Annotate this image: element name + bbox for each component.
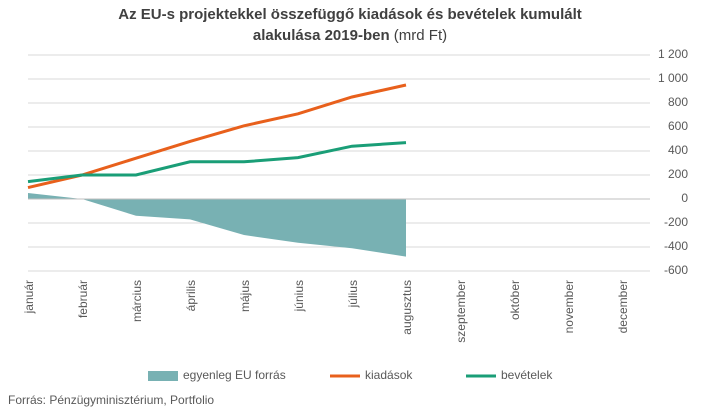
y-tick-label: 600	[668, 119, 688, 133]
x-tick-label: február	[76, 280, 90, 318]
x-tick-label: július	[346, 280, 360, 308]
legend-label: bevételek	[501, 368, 553, 382]
source: Forrás: Pénzügyminisztérium, Portfolio	[8, 393, 214, 407]
legend-label: egyenleg EU forrás	[183, 368, 286, 382]
y-tick-label: 1 000	[658, 71, 688, 85]
chart-subtitle: (mrd Ft)	[393, 27, 448, 44]
y-tick-label: 1 200	[658, 47, 688, 61]
y-tick-label: 400	[668, 143, 688, 157]
y-tick-label: -400	[664, 239, 688, 253]
x-tick-label: november	[562, 280, 576, 333]
x-tick-label: december	[616, 280, 630, 333]
y-tick-label: 800	[668, 95, 688, 109]
legend-label: kiadások	[365, 368, 413, 382]
y-tick-label: -600	[664, 263, 688, 277]
x-tick-label: augusztus	[400, 280, 414, 335]
y-tick-label: 200	[668, 167, 688, 181]
chart-title: Az EU-s projektekkel összefüggő kiadások…	[118, 6, 582, 44]
x-tick-label: április	[184, 280, 198, 311]
chart-title-block: Az EU-s projektekkel összefüggő kiadások…	[90, 4, 610, 46]
area	[28, 193, 406, 257]
x-tick-label: június	[292, 280, 306, 312]
x-tick-label: január	[22, 280, 36, 314]
y-tick-label: -200	[664, 215, 688, 229]
legend-swatch	[148, 371, 178, 381]
x-tick-label: március	[130, 280, 144, 322]
y-tick-label: 0	[681, 191, 688, 205]
line	[27, 83, 407, 190]
x-tick-label: október	[508, 280, 522, 320]
line	[27, 141, 407, 184]
x-tick-label: szeptember	[454, 280, 468, 343]
x-tick-label: május	[238, 280, 252, 312]
